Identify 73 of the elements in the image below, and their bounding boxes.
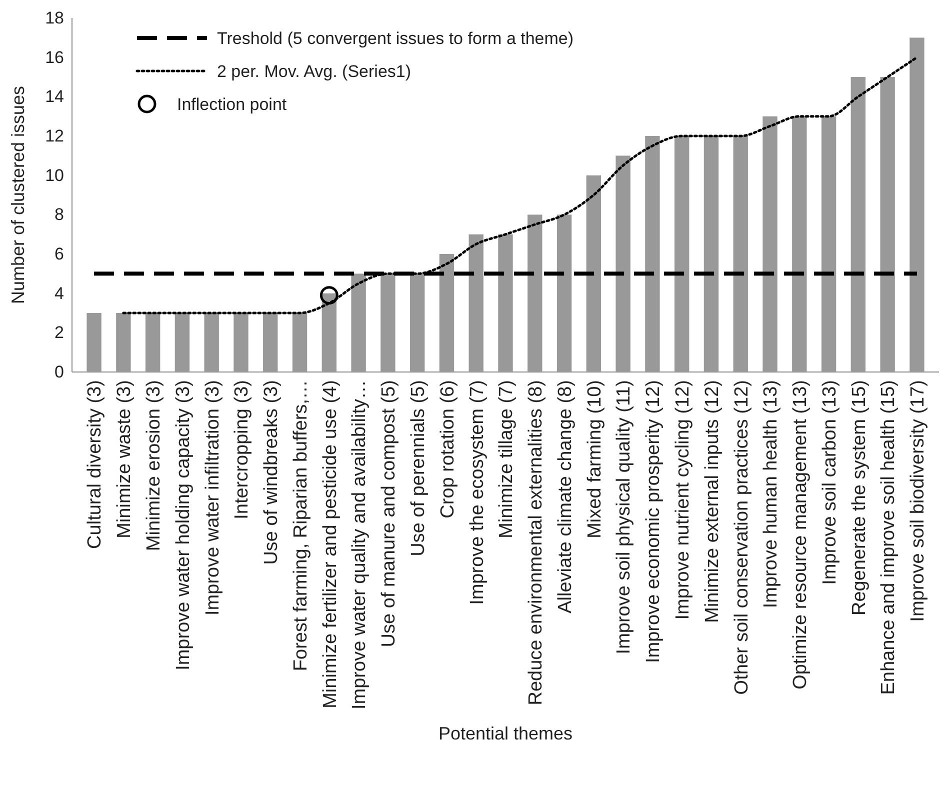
x-tick-label: Improve economic prosperity (12) — [643, 380, 664, 663]
bar — [616, 156, 630, 372]
bar — [674, 136, 690, 372]
x-tick-label: Minimize external inputs (12) — [702, 380, 723, 623]
y-tick-label: 10 — [45, 166, 64, 185]
y-tick-label: 16 — [45, 48, 64, 67]
x-tick-label: Minimize waste (3) — [114, 380, 136, 538]
x-tick-label: Minimize erosion (3) — [143, 380, 164, 552]
x-tick-label: Intercropping (3) — [232, 380, 253, 520]
y-tick-label: 0 — [54, 362, 64, 382]
bar — [174, 313, 190, 372]
x-tick-label: Other soil conservation practices (12) — [731, 380, 752, 695]
bar — [145, 313, 160, 372]
y-tick-label: 2 — [54, 323, 64, 342]
bar — [116, 313, 131, 372]
y-axis-title: Number of clustered issues — [8, 86, 28, 304]
bar — [86, 313, 102, 372]
x-tick-label: Improve water quality and availability… — [349, 380, 370, 710]
x-tick-label: Use of windbreaks (3) — [261, 380, 282, 565]
x-axis-title: Potential themes — [438, 724, 573, 744]
x-tick-label: Improve soil physical quality (11) — [614, 380, 635, 654]
x-tick-label: Crop rotation (6) — [437, 380, 458, 518]
y-tick-label: 8 — [54, 205, 64, 224]
x-tick-label: Use of manure and compost (5) — [378, 380, 400, 648]
bar — [733, 136, 748, 372]
x-tick-label: Minimize fertilizer and pesticide use (4) — [320, 380, 341, 708]
x-tick-label: Use of perennials (5) — [408, 380, 429, 556]
x-tick-label: Improve soil carbon (13) — [819, 380, 840, 585]
bar — [880, 77, 895, 372]
y-tick-label: 6 — [54, 244, 64, 264]
bar — [468, 234, 484, 372]
legend-label: Inflection point — [177, 94, 287, 114]
bar — [792, 116, 807, 372]
bar — [263, 313, 278, 372]
x-tick-label: Regenerate the system (15) — [848, 380, 870, 616]
bar — [586, 175, 602, 372]
bar — [292, 313, 308, 372]
x-tick-label: Reduce environmental externalities (8) — [526, 380, 547, 706]
legend-label: Treshold (5 convergent issues to form a theme) — [217, 28, 574, 48]
bar — [704, 136, 719, 372]
y-tick-label: 4 — [54, 284, 64, 303]
bar — [556, 214, 572, 372]
bar — [498, 234, 513, 372]
bar — [204, 313, 219, 372]
bar — [528, 214, 542, 372]
x-tick-label: Improve water infiltration (3) — [202, 380, 224, 616]
bar — [439, 254, 454, 372]
bar — [645, 136, 660, 372]
x-tick-label: Forest farming, Riparian buffers,… — [290, 380, 312, 672]
legend-label: 2 per. Mov. Avg. (Series1) — [217, 62, 412, 81]
x-tick-label: Improve nutrient cycling (12) — [672, 380, 694, 620]
x-tick-label: Improve the ecosystem (7) — [466, 380, 488, 605]
x-tick-label: Alleviate climate change (8) — [554, 380, 576, 614]
bar — [850, 77, 866, 372]
x-tick-label: Minimize tillage (7) — [496, 380, 518, 538]
x-tick-label: Optimize resource management (13) — [790, 380, 812, 690]
bar — [762, 116, 778, 372]
bar — [910, 38, 924, 372]
bar — [234, 313, 248, 372]
y-tick-label: 18 — [45, 8, 64, 28]
y-tick-label: 12 — [45, 126, 64, 146]
x-tick-label: Improve water holding capacity (3) — [172, 380, 194, 670]
y-tick-label: 14 — [45, 87, 64, 106]
bar — [380, 274, 396, 372]
x-tick-label: Improve soil biodiversity (17) — [908, 380, 929, 622]
bar — [410, 274, 425, 372]
x-tick-label: Mixed farming (10) — [584, 380, 606, 538]
bar — [322, 293, 337, 372]
x-tick-label: Improve human health (13) — [760, 380, 782, 608]
x-tick-label: Enhance and improve soil health (15) — [878, 380, 900, 695]
bar — [351, 274, 366, 372]
bar — [821, 116, 836, 372]
x-tick-label: Cultural diversity (3) — [84, 380, 106, 549]
